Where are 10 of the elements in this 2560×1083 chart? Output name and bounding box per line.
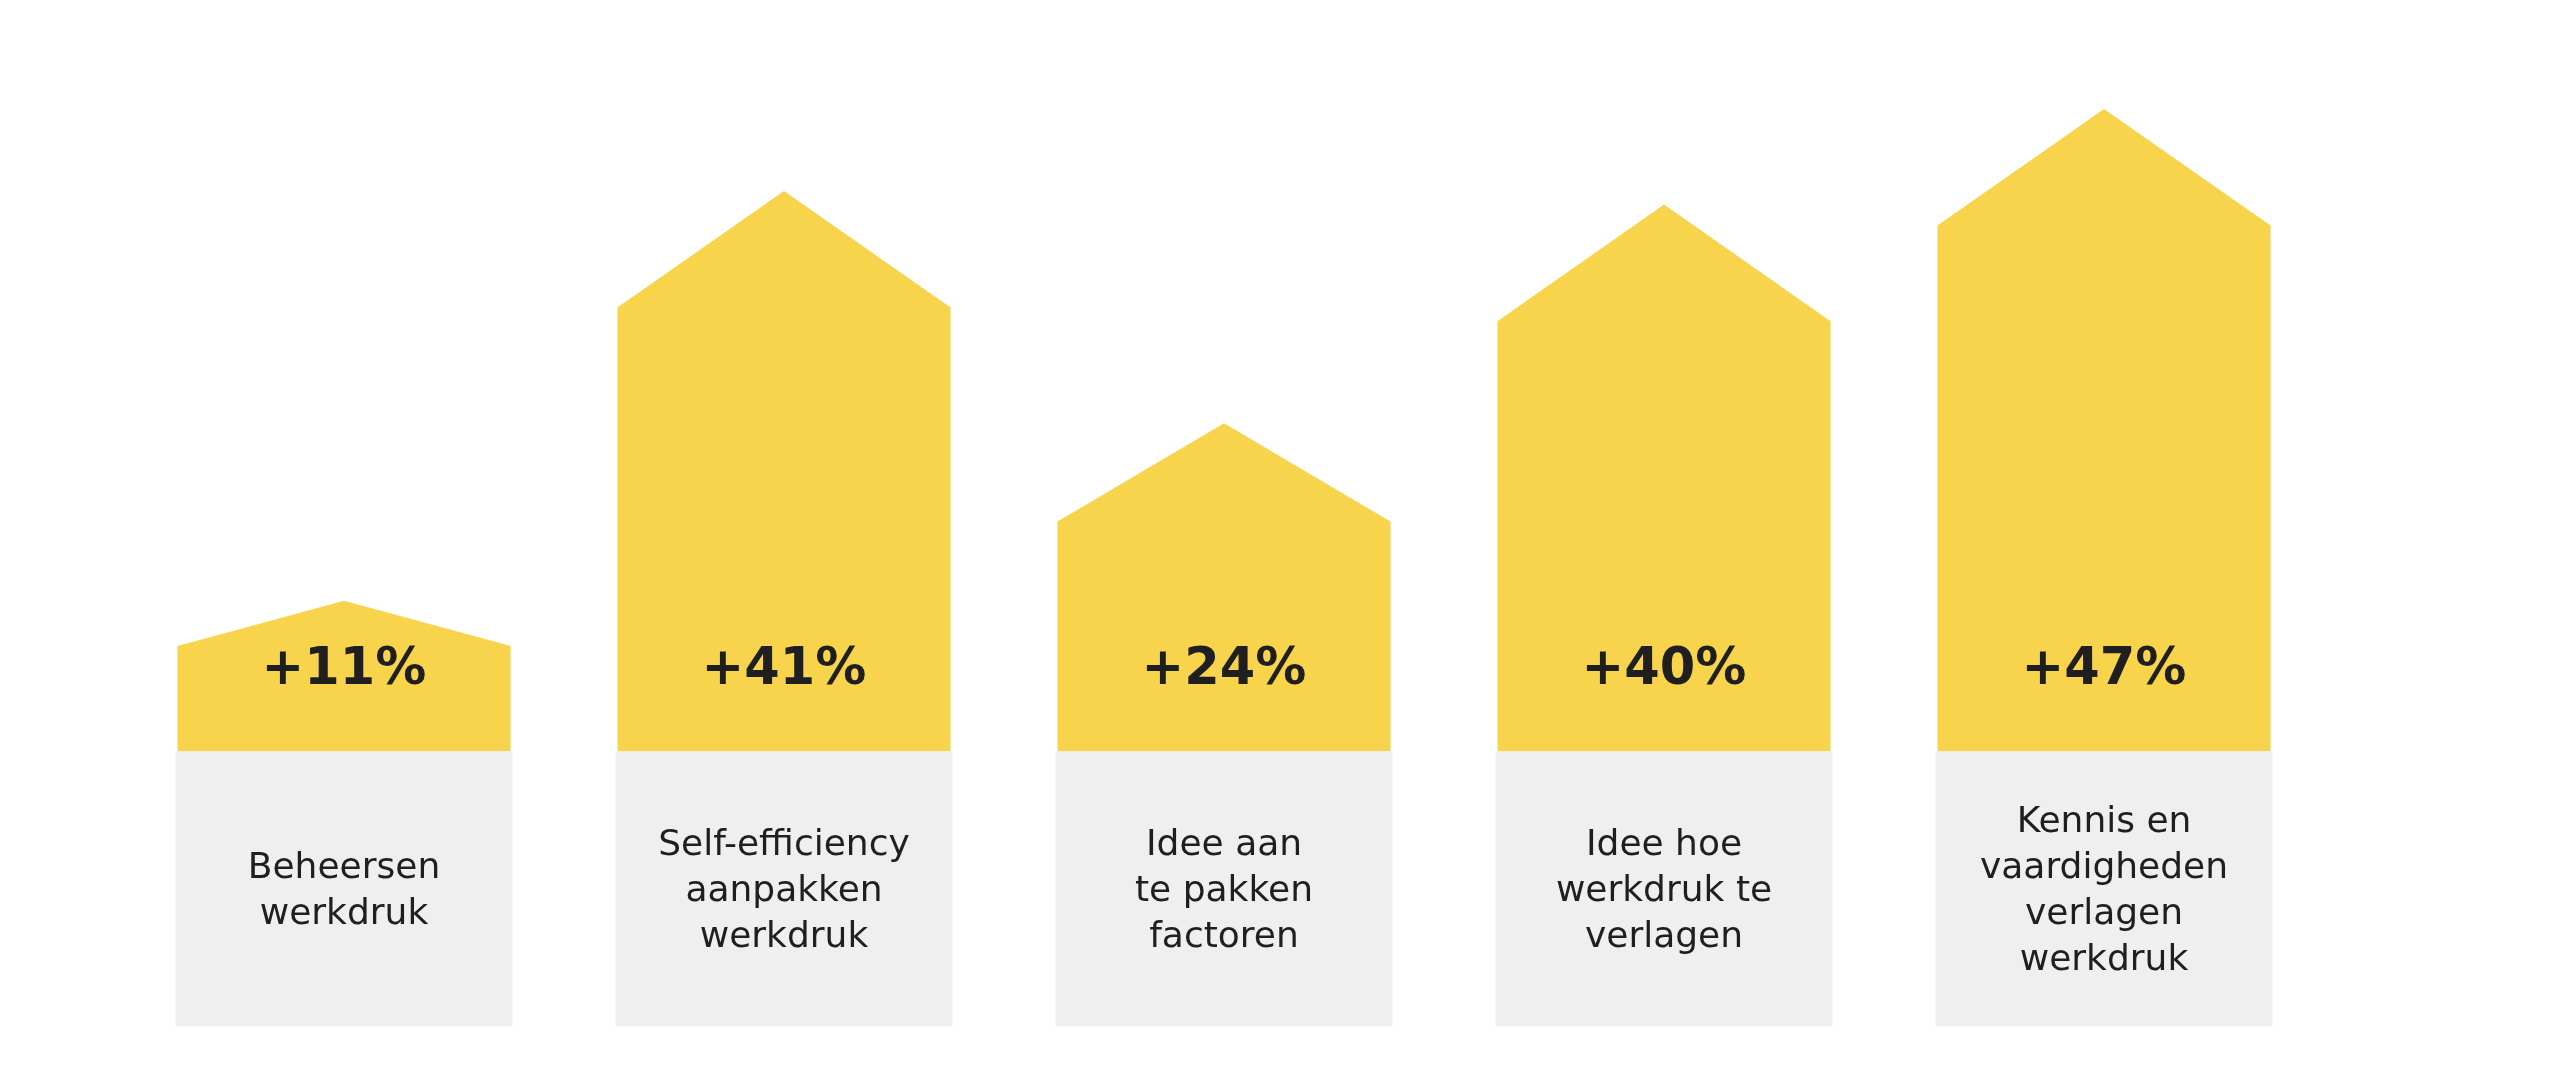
data-label: +40% (1581, 637, 1747, 697)
data-label: +24% (1141, 637, 1307, 697)
data-label: +11% (261, 637, 427, 697)
x-tick-label: Self-efficiency aanpakken werkdruk (658, 822, 910, 955)
x-tick-label: Kennis en vaardigheden verlagen werkdruk (1979, 799, 2229, 978)
x-tick-label: Beheersen werkdruk (247, 845, 441, 932)
x-tick-label: Idee aan te pakken factoren (1135, 822, 1313, 955)
data-label: +41% (701, 637, 867, 697)
x-tick-label: Idee hoe werkdruk te verlagen (1555, 822, 1773, 955)
data-label: +47% (2021, 637, 2187, 697)
